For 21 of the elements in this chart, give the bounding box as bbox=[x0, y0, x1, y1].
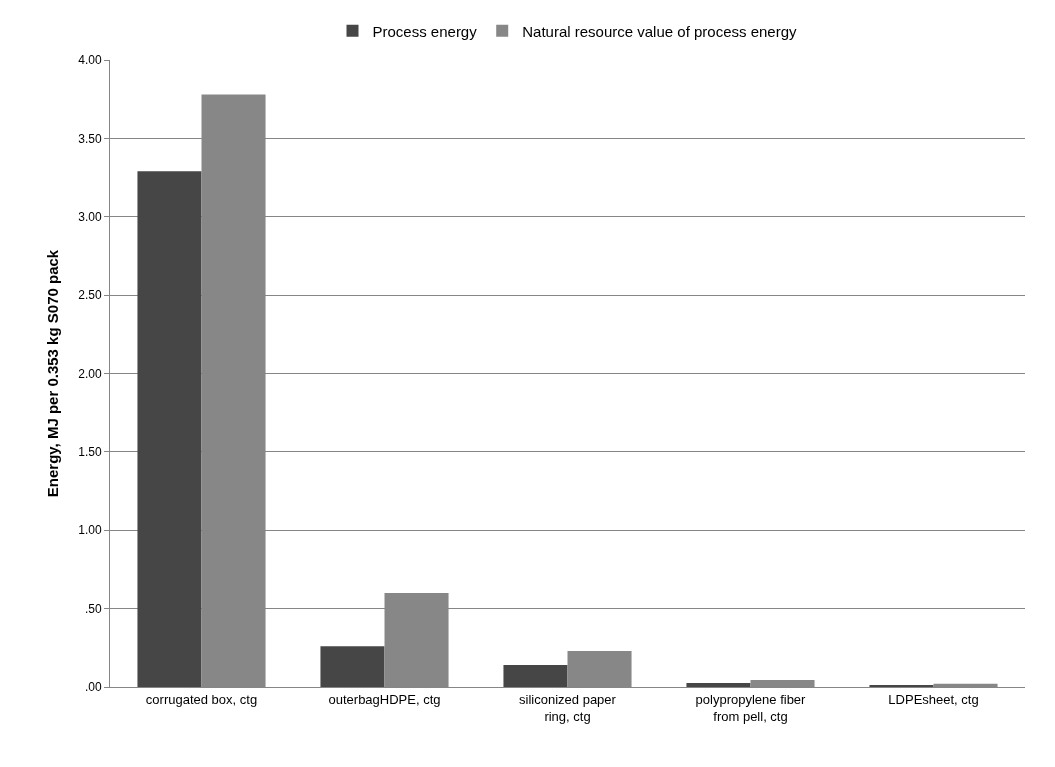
y-axis-title: Energy, MJ per 0.353 kg S070 pack bbox=[44, 249, 62, 498]
x-tick-label: LDPEsheet, ctg bbox=[888, 691, 979, 707]
text: 1.00 bbox=[78, 523, 102, 538]
bar bbox=[137, 171, 202, 687]
x-tick-label: polypropylene fiber from pell, ctg bbox=[695, 691, 807, 724]
x-tick-label: siliconized paper ring, ctg bbox=[519, 691, 617, 724]
bar bbox=[686, 683, 751, 687]
y-tick-label: .50 bbox=[84, 601, 102, 616]
y-tick-label: .00 bbox=[84, 680, 102, 695]
legend-label: Natural resource value of process energy bbox=[522, 22, 798, 40]
bar bbox=[503, 665, 568, 687]
text: 4.00 bbox=[78, 53, 102, 68]
text: 3.00 bbox=[78, 209, 102, 224]
text: 3.50 bbox=[78, 131, 102, 146]
x-tick-label: outerbagHDPE, ctg bbox=[328, 691, 441, 707]
x-tick-label: corrugated box, ctg bbox=[145, 691, 258, 707]
text: 1.50 bbox=[78, 445, 102, 460]
bar bbox=[320, 646, 385, 687]
text: 2.00 bbox=[78, 366, 102, 381]
legend-label: Process energy bbox=[372, 22, 478, 40]
text: 2.50 bbox=[78, 288, 102, 303]
